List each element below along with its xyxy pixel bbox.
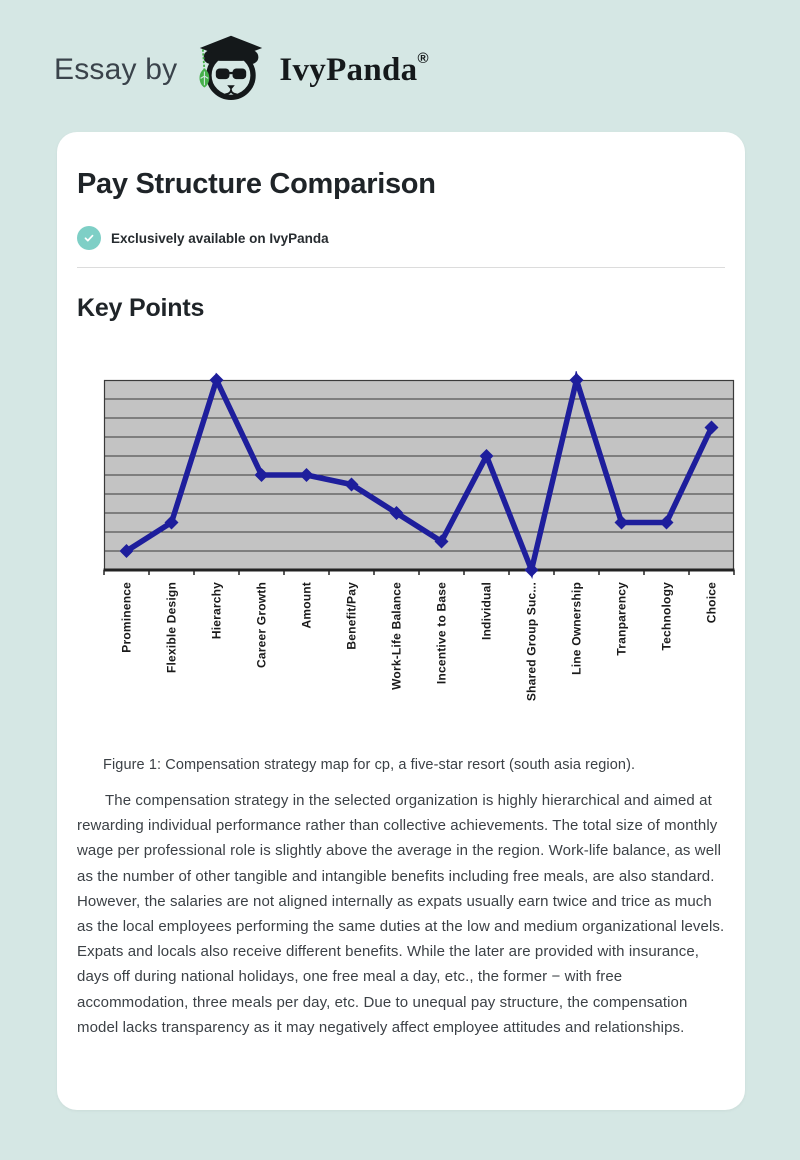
glasses-left-lens (216, 68, 230, 80)
data-point-marker (254, 468, 269, 482)
panda-ear-right (245, 50, 259, 64)
graduation-cap-base (216, 51, 246, 61)
data-point-marker (344, 477, 359, 492)
data-point-marker (659, 515, 674, 530)
x-axis-label: Line Ownership (570, 582, 584, 675)
ivy-leaf-veins (200, 71, 209, 86)
x-axis-label: Flexible Design (165, 582, 179, 673)
x-axis-label: Tranparency (615, 582, 629, 656)
x-axis-label: Amount (300, 582, 314, 629)
brand-name: IvyPanda (279, 51, 418, 88)
data-point-marker (434, 534, 449, 549)
essay-by-label: Essay by (54, 53, 178, 86)
registered-trademark-symbol: ® (417, 49, 429, 67)
data-point-marker (614, 515, 629, 530)
panda-mouth (225, 88, 238, 96)
x-axis-label: Work-Life Balance (390, 582, 404, 690)
checkmark-icon (77, 226, 101, 250)
compensation-strategy-chart: Prominence Flexible Design Hierarchy Career… (103, 369, 735, 727)
x-axis-label: Benefit/Pay (345, 582, 359, 650)
x-axis-label: Technology (660, 582, 674, 651)
x-axis-label: Prominence (120, 582, 134, 653)
glasses-right-lens (232, 68, 247, 80)
essay-paragraph: The compensation strategy in the selecte… (77, 792, 725, 1036)
tassel-cord (202, 49, 206, 71)
x-axis-label: Incentive to Base (435, 582, 449, 684)
data-point-marker (389, 506, 404, 520)
exclusive-badge-label: Exclusively available on IvyPanda (111, 230, 329, 246)
essay-card: Pay Structure Comparison Exclusively ava… (57, 132, 745, 1110)
data-point-marker (209, 373, 224, 387)
graduation-cap-icon (200, 35, 263, 61)
ivypanda-logo-icon (199, 35, 263, 101)
site-header: Essay by IvyPanda ® (54, 30, 429, 110)
data-point-marker (569, 373, 584, 387)
x-axis-label: Shared Group Suc... (525, 582, 539, 701)
panda-nose (227, 85, 236, 90)
x-axis-label: Choice (705, 582, 719, 623)
data-point-marker (479, 449, 494, 463)
exclusive-badge: Exclusively available on IvyPanda (77, 226, 725, 250)
panda-ear-left (203, 50, 218, 64)
section-heading-key-points: Key Points (77, 294, 205, 322)
data-point-marker (704, 420, 719, 435)
figure-caption: Figure 1: Compensation strategy map for … (103, 757, 636, 773)
x-axis-label: Hierarchy (210, 582, 224, 639)
page-title: Pay Structure Comparison (77, 168, 436, 200)
data-point-marker (524, 563, 539, 577)
data-point-marker (299, 468, 314, 482)
data-point-marker (119, 544, 134, 558)
divider (77, 267, 725, 268)
x-axis-label: Career Growth (255, 582, 269, 668)
data-point-marker (164, 515, 179, 530)
line-chart-svg: Prominence Flexible Design Hierarchy Career… (103, 369, 735, 701)
brand-wordmark: IvyPanda ® (279, 49, 429, 89)
x-axis-label: Individual (480, 582, 494, 640)
